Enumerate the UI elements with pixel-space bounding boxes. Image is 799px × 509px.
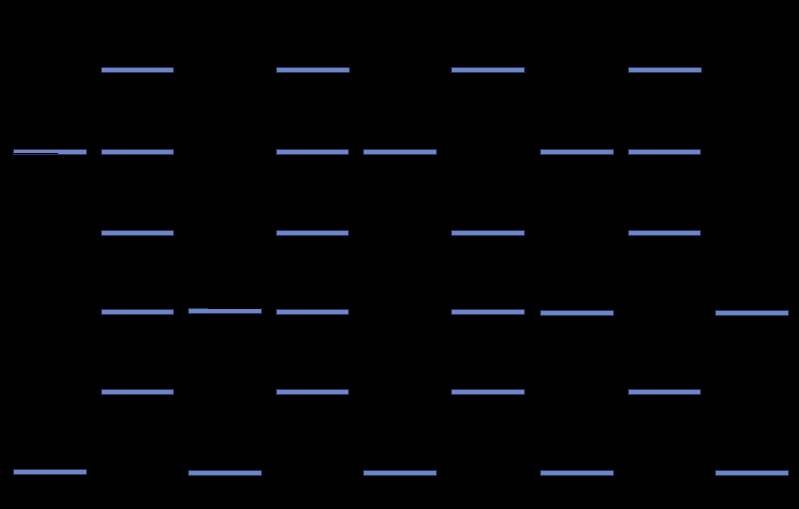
line-segment (540, 148, 614, 155)
line-segment (628, 388, 701, 395)
line-segment (540, 470, 614, 476)
line-segment (101, 229, 174, 236)
line-segment (628, 229, 701, 236)
line-segment (101, 388, 174, 395)
line-segment (101, 308, 174, 315)
line-segment (276, 388, 349, 395)
line-segment (363, 469, 437, 476)
line-segment (276, 308, 349, 315)
line-segment (715, 470, 789, 476)
line-segment (451, 229, 525, 236)
line-segment (276, 148, 349, 155)
line-segment (451, 388, 525, 395)
line-segment (276, 229, 349, 236)
segment-step-artifact (14, 152, 58, 155)
line-segment (628, 148, 701, 155)
line-segment (101, 66, 174, 73)
line-segment (715, 309, 789, 316)
line-segment (451, 66, 525, 73)
line-segment (13, 469, 87, 475)
line-segment (101, 148, 174, 155)
line-segment (628, 66, 702, 73)
line-segment (451, 308, 525, 315)
line-segment (540, 309, 614, 316)
line-segment (188, 469, 262, 476)
line-segment (276, 66, 350, 73)
line-segment (363, 148, 437, 155)
segment-step-artifact (208, 307, 261, 309)
